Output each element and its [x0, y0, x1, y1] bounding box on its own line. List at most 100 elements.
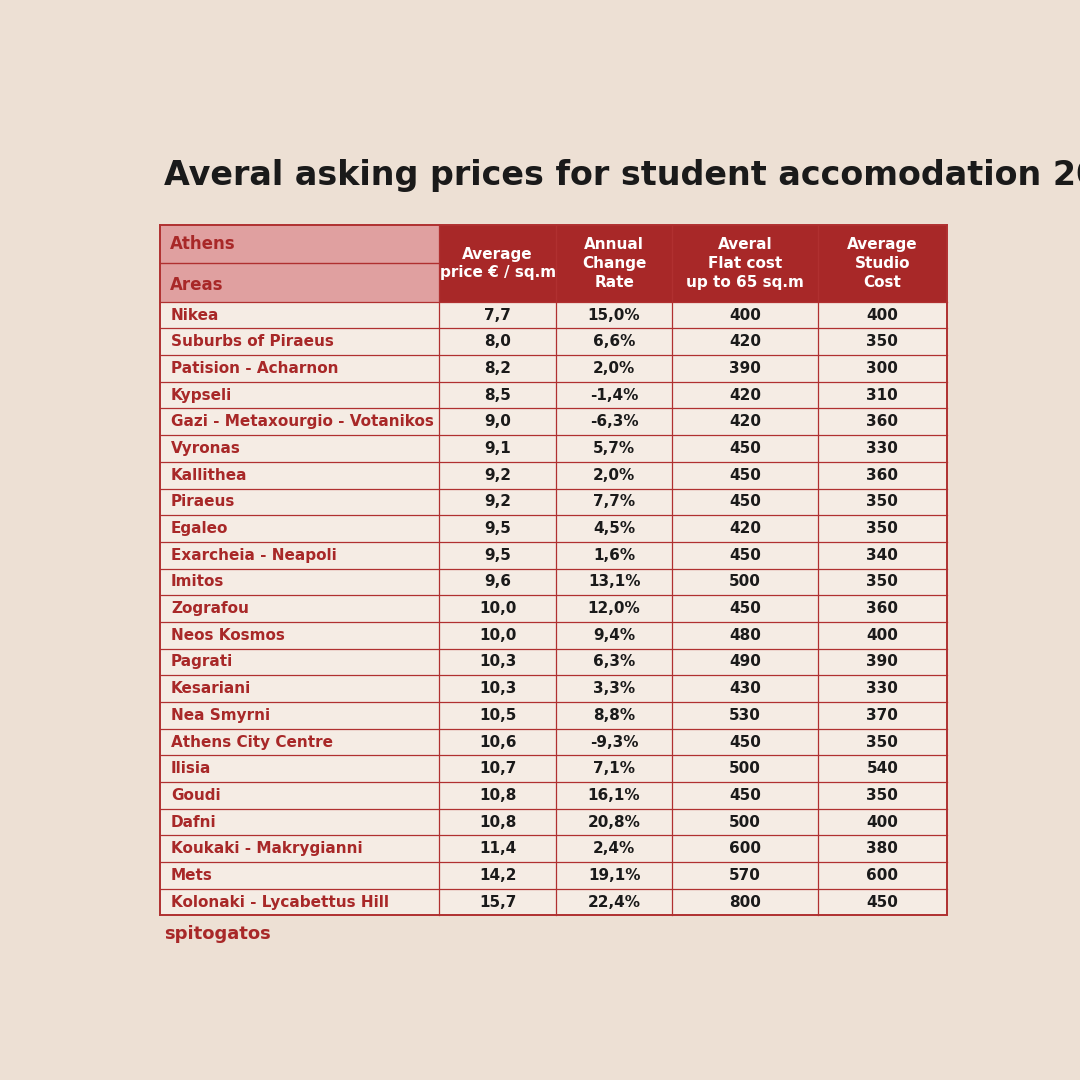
Bar	[556, 782, 673, 809]
Bar	[818, 462, 947, 488]
Text: 9,6: 9,6	[484, 575, 511, 590]
Text: Averal
Flat cost
up to 65 sq.m: Averal Flat cost up to 65 sq.m	[686, 238, 804, 289]
Text: 360: 360	[866, 468, 899, 483]
Bar	[556, 649, 673, 675]
Bar	[440, 729, 556, 755]
Text: Athens: Athens	[171, 235, 235, 254]
Bar	[160, 622, 440, 649]
Bar	[556, 568, 673, 595]
Bar	[556, 675, 673, 702]
Text: 12,0%: 12,0%	[588, 602, 640, 616]
Bar	[673, 542, 818, 568]
Text: 530: 530	[729, 707, 761, 723]
Text: 340: 340	[866, 548, 899, 563]
Text: 9,5: 9,5	[484, 521, 511, 536]
Bar	[818, 862, 947, 889]
Text: 450: 450	[729, 495, 761, 510]
Bar	[160, 729, 440, 755]
Text: 10,7: 10,7	[478, 761, 516, 777]
Text: 10,3: 10,3	[478, 654, 516, 670]
Text: 420: 420	[729, 335, 761, 349]
Text: 380: 380	[866, 841, 899, 856]
Bar	[673, 301, 818, 328]
Bar	[818, 622, 947, 649]
Bar	[160, 836, 440, 862]
Text: 430: 430	[729, 681, 761, 697]
Text: Koukaki - Makrygianni: Koukaki - Makrygianni	[171, 841, 363, 856]
Bar	[440, 862, 556, 889]
Bar	[673, 889, 818, 916]
Bar	[818, 595, 947, 622]
Text: 350: 350	[866, 788, 899, 802]
Text: 450: 450	[866, 894, 899, 909]
Text: Piraeus: Piraeus	[171, 495, 235, 510]
Bar	[673, 328, 818, 355]
Bar	[673, 515, 818, 542]
Bar	[556, 595, 673, 622]
Bar	[556, 836, 673, 862]
Text: -1,4%: -1,4%	[590, 388, 638, 403]
Text: Dafni: Dafni	[171, 814, 217, 829]
Bar	[673, 462, 818, 488]
Text: 540: 540	[866, 761, 899, 777]
Text: 16,1%: 16,1%	[588, 788, 640, 802]
Bar	[818, 809, 947, 836]
Text: 400: 400	[866, 814, 899, 829]
Bar	[673, 226, 818, 301]
Bar	[818, 226, 947, 301]
Bar	[818, 836, 947, 862]
Bar	[160, 515, 440, 542]
Text: 6,6%: 6,6%	[593, 335, 635, 349]
Text: 500: 500	[729, 814, 761, 829]
Text: 9,5: 9,5	[484, 548, 511, 563]
Text: 500: 500	[729, 575, 761, 590]
Text: Kallithea: Kallithea	[171, 468, 247, 483]
Text: Gazi - Metaxourgio - Votanikos: Gazi - Metaxourgio - Votanikos	[171, 415, 434, 430]
Text: 450: 450	[729, 548, 761, 563]
Text: 4,5%: 4,5%	[593, 521, 635, 536]
Bar	[673, 809, 818, 836]
Text: Average
Studio
Cost: Average Studio Cost	[847, 238, 918, 289]
Text: 9,2: 9,2	[484, 468, 511, 483]
Bar	[160, 782, 440, 809]
Text: -9,3%: -9,3%	[590, 734, 638, 750]
Text: 2,0%: 2,0%	[593, 468, 635, 483]
Bar	[160, 702, 440, 729]
Bar	[160, 649, 440, 675]
Bar	[160, 328, 440, 355]
Text: 450: 450	[729, 602, 761, 616]
Bar	[440, 595, 556, 622]
Text: Egaleo: Egaleo	[171, 521, 228, 536]
Bar	[440, 622, 556, 649]
Bar	[160, 595, 440, 622]
Text: 330: 330	[866, 681, 899, 697]
Bar	[160, 408, 440, 435]
Bar	[556, 622, 673, 649]
Text: Nikea: Nikea	[171, 308, 219, 323]
Text: Pagrati: Pagrati	[171, 654, 233, 670]
Bar	[440, 382, 556, 408]
Bar	[440, 488, 556, 515]
Text: 10,0: 10,0	[478, 627, 516, 643]
Text: 3,3%: 3,3%	[593, 681, 635, 697]
Bar	[160, 462, 440, 488]
Text: 10,8: 10,8	[478, 788, 516, 802]
Bar	[440, 675, 556, 702]
Bar	[818, 755, 947, 782]
Text: 10,6: 10,6	[478, 734, 516, 750]
Bar	[556, 226, 673, 301]
Bar	[673, 782, 818, 809]
Text: Kolonaki - Lycabettus Hill: Kolonaki - Lycabettus Hill	[171, 894, 389, 909]
Bar	[818, 542, 947, 568]
Text: Athens City Centre: Athens City Centre	[171, 734, 333, 750]
Bar	[673, 649, 818, 675]
Bar	[556, 729, 673, 755]
Bar	[160, 889, 440, 916]
Text: 9,2: 9,2	[484, 495, 511, 510]
Bar	[556, 809, 673, 836]
Bar	[818, 675, 947, 702]
Text: Areas: Areas	[171, 275, 224, 294]
Bar	[673, 702, 818, 729]
Bar	[673, 435, 818, 462]
Text: 350: 350	[866, 521, 899, 536]
